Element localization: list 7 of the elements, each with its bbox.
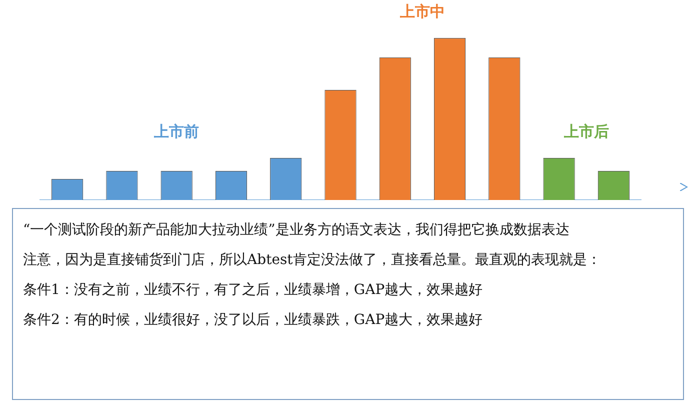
text: 条件2：有的时候，业绩很好，没了以后，业绩暴跌，GAP越大，效果越好 [23, 311, 484, 330]
text: 条件1：没有之前，业绩不行，有了之后，业绩暴增，GAP越大，效果越好 [23, 281, 484, 300]
text: “一个测试阶段的新产品能加大拉动业绩”是业务方的语文表达，我们得把它换成数据表达 [23, 221, 570, 240]
text: 上市前 [153, 122, 200, 140]
series-label: 上市中 [398, 2, 445, 20]
series-label: 上市后 [562, 122, 609, 140]
text: 注意，因为是直接铺货到门店，所以Abtest肯定没法做了，直接看总量。最直观的表现就是： [23, 251, 602, 270]
